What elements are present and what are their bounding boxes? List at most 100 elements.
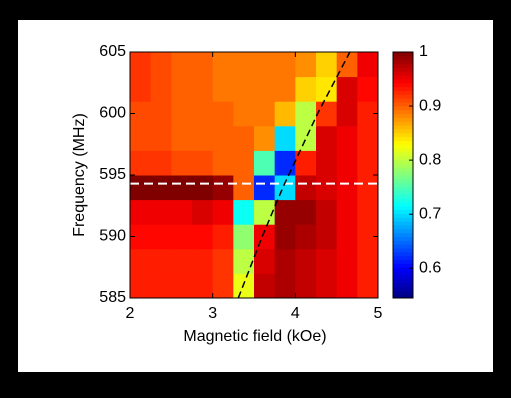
heat-cell [295,101,317,127]
colorbar-step [393,78,413,84]
heat-cell [357,52,379,78]
heat-cell [212,224,234,250]
y-axis-label: Frequency (MHz) [71,113,88,237]
colorbar-step [393,221,413,226]
heat-cell [254,199,276,225]
heat-cell [171,52,193,78]
heat-cell [171,273,193,299]
heat-cell [150,175,172,201]
heat-cell [336,150,358,176]
colorbar-step [393,94,413,99]
heat-cell [357,224,379,250]
colorbar-step [393,121,413,126]
colorbar-step [393,117,413,122]
heat-cell [171,248,193,274]
heat-cell [316,224,338,250]
heat-cell [150,52,172,78]
heat-cell [212,175,234,201]
colorbar-step [393,263,413,268]
heat-cell [192,248,214,274]
heat-cell [357,76,379,102]
heat-cell [192,175,214,201]
colorbar-step [393,294,413,299]
heat-cell [233,76,255,102]
colorbar-step [393,75,413,80]
heat-cell [316,199,338,225]
heat-cell [192,273,214,299]
heat-cell [316,175,338,201]
colorbar-step [393,82,413,88]
heat-cell [316,125,338,151]
colorbar-tick-label: 0.7 [419,205,441,222]
colorbar-step [393,105,413,111]
y-tick-label: 590 [99,228,126,245]
colorbar-step [393,155,413,161]
heat-cell [295,76,317,102]
colorbar-step [393,244,413,249]
colorbar-step [393,201,413,207]
colorbar-step [393,125,413,130]
colorbar-step [393,236,413,241]
colorbar-step [393,128,413,134]
colorbar-step [393,286,413,291]
heat-cell [274,125,296,151]
colorbar-step [393,167,413,172]
heat-cell [192,76,214,102]
x-tick-label: 5 [374,305,383,322]
heat-cell [295,175,317,201]
heat-cell [130,76,152,102]
heat-cell [357,175,379,201]
colorbar-step [393,113,413,118]
heat-cell [336,175,358,201]
heat-cell [192,199,214,225]
heat-cell [295,248,317,274]
colorbar-step [393,248,413,253]
heat-cell [233,150,255,176]
x-tick-label: 2 [126,305,135,322]
x-tick-label: 3 [208,305,217,322]
colorbar-step [393,232,413,237]
heat-cell [316,150,338,176]
colorbar-step [393,90,413,95]
fit-curve [237,51,351,299]
colorbar-step [393,186,413,191]
heat-cell [336,52,358,78]
colorbar-step [393,151,413,157]
heat-cell [336,199,358,225]
heat-cell [316,273,338,299]
colorbar-step [393,213,413,218]
heat-cell [233,125,255,151]
heat-cell [274,76,296,102]
heat-cell [274,248,296,274]
colorbar-step [393,251,413,257]
heat-cell [212,199,234,225]
colorbar-step [393,190,413,195]
colorbar-step [393,63,413,68]
colorbar-step [393,278,413,284]
heat-cell [254,248,276,274]
colorbar-tick-label: 0.8 [419,151,441,168]
heat-cell [150,101,172,127]
colorbar-step [393,163,413,168]
heat-cell [150,125,172,151]
heat-cell [233,273,255,299]
heat-cell [130,224,152,250]
heat-cell [254,76,276,102]
heat-cell [171,76,193,102]
colorbar-step [393,255,413,261]
heat-cell [192,224,214,250]
heat-cell [150,150,172,176]
heat-cell [212,248,234,274]
colorbar-step [393,109,413,114]
colorbar-step [393,290,413,295]
y-tick-label: 600 [99,105,126,122]
heat-cell [274,101,296,127]
colorbar-step [393,132,413,138]
heat-cell [336,273,358,299]
colorbar-step [393,282,413,287]
heat-cell [357,150,379,176]
heat-cell [357,199,379,225]
colorbar-step [393,259,413,264]
